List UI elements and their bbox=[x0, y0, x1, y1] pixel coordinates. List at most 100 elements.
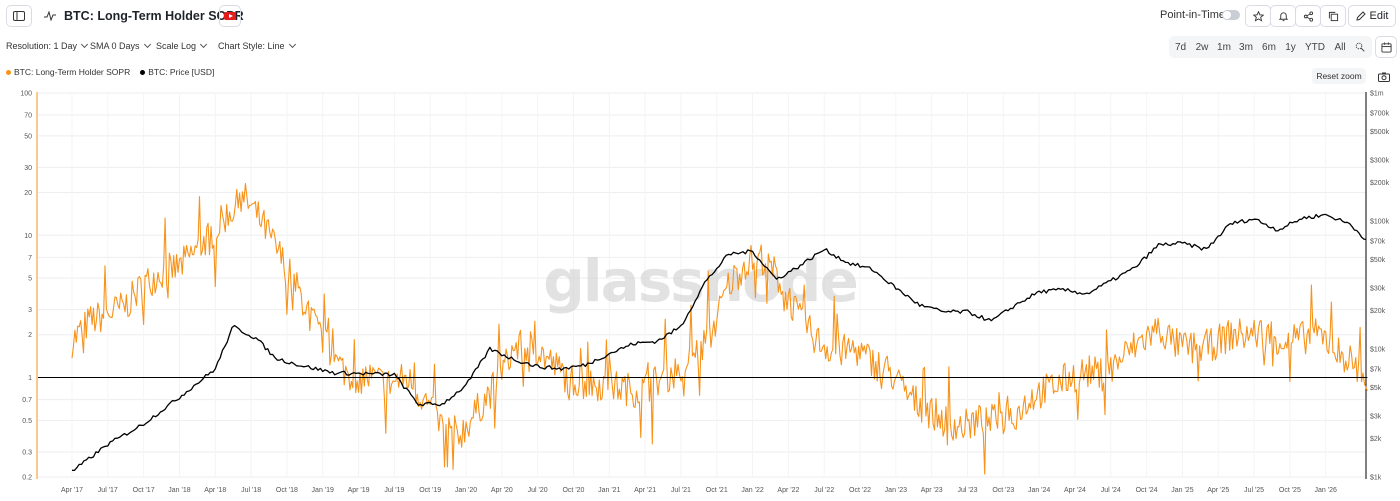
range-2w[interactable]: 2w bbox=[1195, 41, 1209, 53]
x-tick-label: Oct '20 bbox=[562, 487, 584, 494]
line-chart-icon bbox=[44, 11, 56, 21]
bell-icon bbox=[1278, 11, 1288, 21]
point-in-time-toggle[interactable] bbox=[1222, 10, 1240, 20]
calendar-icon bbox=[1380, 41, 1392, 53]
chevron-down-icon bbox=[288, 40, 296, 49]
left-tick-label: 50 bbox=[24, 133, 32, 140]
x-tick-label: Oct '21 bbox=[706, 487, 728, 494]
x-tick-label: Jul '24 bbox=[1101, 487, 1121, 494]
left-tick-label: 1 bbox=[28, 375, 32, 382]
range-all[interactable]: All bbox=[1334, 41, 1346, 53]
legend-item-sopr[interactable]: BTC: Long-Term Holder SOPR bbox=[6, 67, 130, 77]
sma-label: SMA 0 Days bbox=[90, 41, 140, 51]
copy-button[interactable] bbox=[1320, 5, 1346, 27]
alert-button[interactable] bbox=[1270, 5, 1296, 27]
x-tick-label: Jan '19 bbox=[312, 487, 334, 494]
range-1y[interactable]: 1y bbox=[1285, 41, 1296, 53]
zoom-select-button[interactable] bbox=[1352, 39, 1368, 55]
x-tick-label: Jul '20 bbox=[528, 487, 548, 494]
x-tick-label: Jul '21 bbox=[671, 487, 691, 494]
top-bar: BTC: Long-Term Holder SOPR Point-in-Time… bbox=[0, 0, 1400, 32]
pencil-icon bbox=[1355, 11, 1366, 21]
left-tick-label: 3 bbox=[28, 307, 32, 314]
chevron-down-icon bbox=[143, 40, 151, 49]
right-tick-label: $70k bbox=[1370, 238, 1386, 245]
x-tick-label: Apr '19 bbox=[348, 487, 370, 494]
left-tick-label: 0.2 bbox=[22, 475, 32, 482]
copy-icon bbox=[1328, 11, 1338, 21]
legend-item-price[interactable]: BTC: Price [USD] bbox=[140, 67, 214, 77]
share-button[interactable] bbox=[1295, 5, 1321, 27]
range-3m[interactable]: 3m bbox=[1239, 41, 1253, 53]
legend-label-price: BTC: Price [USD] bbox=[148, 67, 215, 77]
range-selector bbox=[1169, 36, 1372, 58]
right-tick-label: $7k bbox=[1370, 366, 1382, 373]
reset-zoom-button[interactable]: Reset zoom bbox=[1312, 68, 1366, 84]
x-tick-label: Jul '18 bbox=[241, 487, 261, 494]
x-tick-label: Oct '25 bbox=[1279, 487, 1301, 494]
right-tick-label: $300k bbox=[1370, 157, 1390, 164]
x-tick-label: Jan '20 bbox=[455, 487, 477, 494]
scale-dropdown[interactable]: Scale Log bbox=[156, 40, 208, 51]
left-tick-label: 20 bbox=[24, 190, 32, 197]
left-tick-label: 5 bbox=[28, 276, 32, 283]
x-tick-label: Apr '21 bbox=[634, 487, 656, 494]
x-tick-label: Apr '23 bbox=[921, 487, 943, 494]
x-tick-label: Apr '22 bbox=[777, 487, 799, 494]
sopr-series-line bbox=[71, 183, 1368, 475]
chart-canvas[interactable]: glassnode 100 70 50 30 20 10 7 5 3 2 1 0.7 0.5 0.3 0.2… bbox=[0, 86, 1400, 501]
x-tick-label: Apr '18 bbox=[204, 487, 226, 494]
x-tick-label: Oct '24 bbox=[1136, 487, 1158, 494]
right-tick-label: $1m bbox=[1370, 91, 1384, 98]
resolution-label: Resolution: 1 Day bbox=[6, 41, 78, 51]
favorite-button[interactable] bbox=[1245, 5, 1271, 27]
right-tick-label: $700k bbox=[1370, 110, 1390, 117]
left-tick-label: 30 bbox=[24, 165, 32, 172]
edit-label: Edit bbox=[1369, 10, 1389, 22]
scale-label: Scale Log bbox=[156, 41, 197, 51]
left-tick-label: 7 bbox=[28, 255, 32, 262]
left-tick-label: 0.7 bbox=[22, 397, 32, 404]
screenshot-button[interactable] bbox=[1378, 69, 1390, 87]
chevron-down-icon bbox=[199, 40, 208, 49]
range-ytd[interactable]: YTD bbox=[1305, 41, 1325, 53]
x-tick-label: Jan '26 bbox=[1315, 487, 1337, 494]
sma-dropdown[interactable]: SMA 0 Days bbox=[90, 40, 151, 51]
right-tick-label: $30k bbox=[1370, 285, 1386, 292]
right-tick-label: $10k bbox=[1370, 347, 1386, 354]
chart-style-label: Chart Style: Line bbox=[218, 41, 285, 51]
x-tick-label: Jan '25 bbox=[1171, 487, 1193, 494]
youtube-button[interactable] bbox=[219, 5, 241, 27]
range-1m[interactable]: 1m bbox=[1217, 41, 1231, 53]
left-tick-label: 10 bbox=[24, 233, 32, 240]
resolution-dropdown[interactable]: Resolution: 1 Day bbox=[6, 40, 89, 51]
x-tick-label: Oct '17 bbox=[133, 487, 155, 494]
right-tick-label: $20k bbox=[1370, 308, 1386, 315]
zoom-select-icon bbox=[1355, 42, 1365, 52]
sidebar-toggle-button[interactable] bbox=[6, 5, 32, 27]
left-axis: 100 70 50 30 20 10 7 5 3 2 1 0.7 0.5 0.3 0.2 bbox=[20, 91, 32, 482]
right-tick-label: $100k bbox=[1370, 219, 1390, 226]
range-7d[interactable]: 7d bbox=[1174, 41, 1187, 53]
chart-title-group: BTC: Long-Term Holder SOPR bbox=[44, 7, 244, 25]
watermark: glassnode bbox=[543, 247, 857, 315]
legend-swatch-price bbox=[140, 69, 146, 75]
x-tick-label: Jan '24 bbox=[1028, 487, 1050, 494]
camera-icon bbox=[1378, 72, 1390, 82]
edit-button[interactable]: Edit bbox=[1348, 5, 1396, 27]
legend-label-sopr: BTC: Long-Term Holder SOPR bbox=[14, 67, 131, 77]
x-tick-label: Jan '21 bbox=[598, 487, 620, 494]
right-tick-label: $5k bbox=[1370, 385, 1382, 392]
right-tick-label: $50k bbox=[1370, 257, 1386, 264]
x-tick-label: Apr '24 bbox=[1064, 487, 1086, 494]
right-tick-label: $2k bbox=[1370, 436, 1382, 443]
x-tick-label: Oct '23 bbox=[992, 487, 1014, 494]
calendar-button[interactable] bbox=[1375, 36, 1397, 58]
range-6m[interactable]: 6m bbox=[1262, 41, 1276, 53]
x-tick-label: Jul '25 bbox=[1244, 487, 1264, 494]
sidebar-icon bbox=[13, 11, 25, 21]
chart-style-dropdown[interactable]: Chart Style: Line bbox=[218, 40, 296, 51]
youtube-icon bbox=[224, 12, 236, 20]
left-tick-label: 2 bbox=[28, 332, 32, 339]
x-tick-label: Apr '20 bbox=[491, 487, 513, 494]
